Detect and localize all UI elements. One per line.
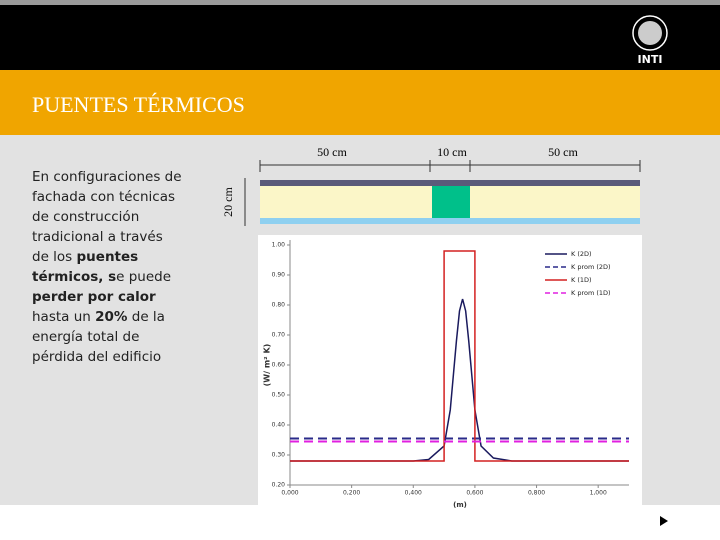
logo-text: INTI	[638, 53, 663, 66]
y-tick-label: 0.60	[272, 362, 286, 369]
series-line	[290, 298, 629, 462]
wall-diagram: 50 cm 10 cm 50 cm 20 cm	[221, 145, 641, 226]
wall-top-layer	[260, 180, 640, 186]
y-axis-label: (W/ m² K)	[263, 344, 272, 387]
y-tick-label: 1.00	[272, 242, 286, 249]
legend-label: K prom (2D)	[571, 263, 611, 271]
legend-label: K (1D)	[571, 276, 592, 284]
logo: INTI	[632, 15, 668, 66]
text-run: e puede	[116, 269, 172, 285]
y-tick-label: 0.20	[272, 482, 286, 489]
wall-bottom-layer	[260, 218, 640, 224]
text-run: perder por calor	[32, 289, 156, 305]
logo-circle	[632, 15, 668, 51]
legend-label: K prom (1D)	[571, 289, 611, 297]
x-tick-label: 0,400	[405, 490, 422, 497]
dimension-label: 50 cm	[317, 145, 347, 159]
text-run: de la energía total de pérdida del edifi…	[32, 309, 165, 365]
thermal-bridge	[432, 186, 470, 218]
text-run: hasta un	[32, 309, 96, 325]
x-tick-label: 0,800	[528, 490, 545, 497]
legend-label: K (2D)	[571, 250, 592, 258]
chart: 0.20 0.30 0.40 0.50 0.60 0.70 0.80 0.90 1.00 0,00…	[263, 240, 629, 509]
y-tick-label: 0.80	[272, 302, 286, 309]
logo-grid	[638, 21, 662, 45]
slide-title: PUENTES TÉRMICOS	[32, 92, 245, 117]
dimension-label: 20 cm	[221, 187, 235, 217]
text-run: 20%	[95, 309, 128, 325]
y-tick-label: 0.30	[272, 452, 286, 459]
y-tick-label: 0.70	[272, 332, 286, 339]
x-tick-label: 0,200	[343, 490, 360, 497]
bottom-strip	[0, 505, 720, 540]
text-run: puentes térmicos, s	[32, 249, 139, 285]
y-tick-label: 0.50	[272, 392, 286, 399]
title-band	[0, 70, 720, 135]
y-tick-label: 0.90	[272, 272, 286, 279]
dimension-label: 50 cm	[548, 145, 578, 159]
dimension-label: 10 cm	[437, 145, 467, 159]
chart-area	[258, 235, 642, 505]
top-bar	[0, 0, 720, 70]
text-run: En configuraciones de fachada con técnic…	[32, 169, 182, 265]
x-tick-label: 1,000	[590, 490, 607, 497]
x-tick-label: 0,600	[466, 490, 483, 497]
x-axis-label: (m)	[453, 501, 467, 509]
next-arrow[interactable]	[660, 516, 668, 526]
y-tick-label: 0.40	[272, 422, 286, 429]
series-line	[290, 250, 629, 462]
body-text: En configuraciones de fachada con técnic…	[32, 167, 182, 367]
x-tick-label: 0,000	[281, 490, 298, 497]
